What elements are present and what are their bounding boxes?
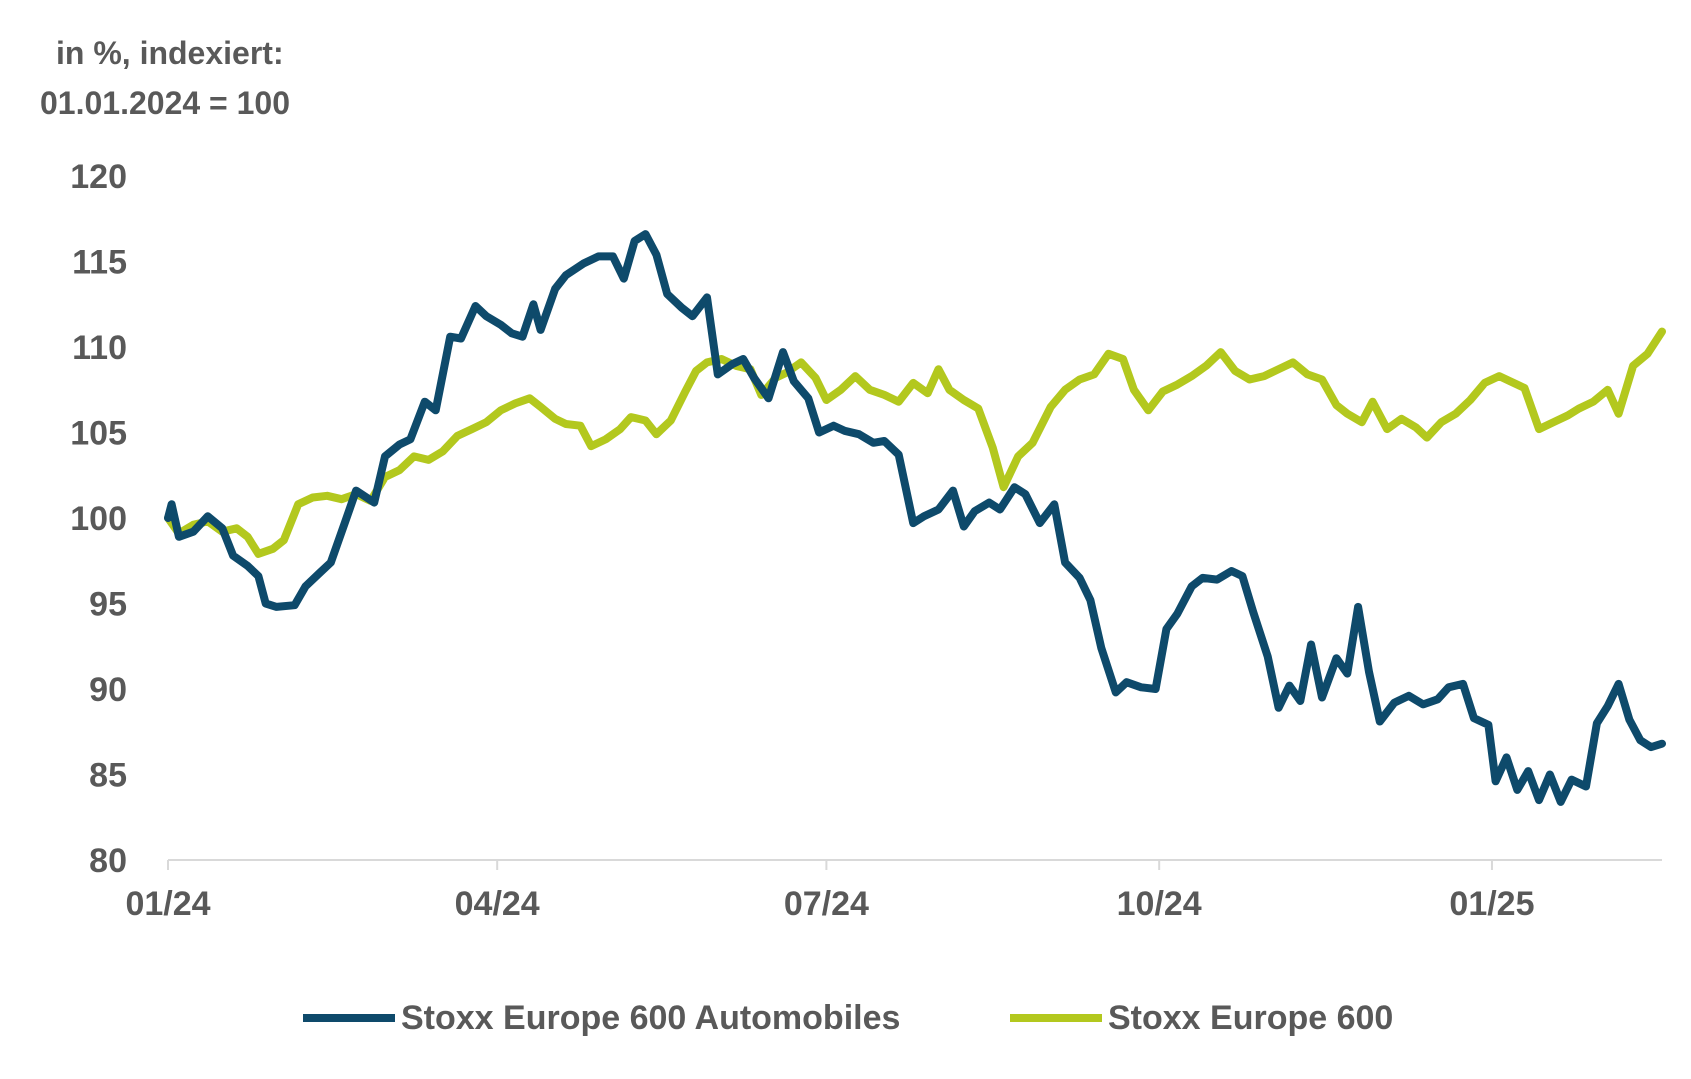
legend-label-stoxx600: Stoxx Europe 600 (1108, 998, 1394, 1037)
legend-label-automobiles: Stoxx Europe 600 Automobiles (401, 998, 901, 1037)
series-layer (164, 230, 1666, 806)
x-tick-label: 10/24 (1117, 885, 1202, 923)
y-tick-label: 100 (70, 500, 127, 538)
y-tick-label: 110 (72, 329, 127, 367)
series-line-stoxx600 (164, 327, 1666, 558)
x-tick-label: 07/24 (784, 885, 869, 923)
legend-swatch-stoxx600 (1010, 1014, 1102, 1022)
legend-item-automobiles: Stoxx Europe 600 Automobiles (303, 990, 900, 1046)
x-axis-ticks: 01/24 04/24 07/24 10/24 01/25 (125, 860, 1535, 923)
y-axis-unit-label: in %, indexiert: 01.01.2024 = 100 (40, 28, 290, 128)
y-axis-ticks: 120 115 110 105 100 95 90 85 80 (70, 158, 127, 880)
x-tick-label: 01/24 (125, 885, 210, 923)
y-tick-label: 95 (89, 586, 127, 624)
legend-item-stoxx600: Stoxx Europe 600 (1010, 990, 1393, 1046)
unit-label-line-2: 01.01.2024 = 100 (40, 85, 291, 121)
y-tick-label: 120 (70, 158, 127, 196)
legend: Stoxx Europe 600 Automobiles Stoxx Europ… (0, 990, 1691, 1046)
y-tick-label: 85 (89, 757, 127, 795)
series-line-automobiles (164, 230, 1666, 806)
y-tick-label: 80 (89, 842, 127, 880)
x-tick-label: 01/25 (1449, 885, 1534, 923)
y-tick-label: 90 (89, 671, 127, 709)
x-tick-label: 04/24 (455, 885, 540, 923)
unit-label-line-1: in %, indexiert: (56, 35, 284, 71)
legend-swatch-automobiles (303, 1014, 395, 1022)
y-tick-label: 115 (72, 244, 127, 282)
y-tick-label: 105 (70, 415, 127, 453)
